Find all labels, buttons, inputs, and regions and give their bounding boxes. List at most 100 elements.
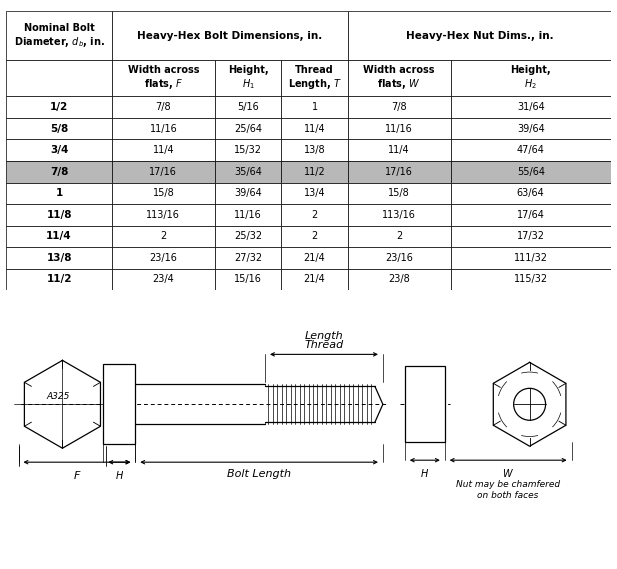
Bar [281, 118, 348, 139]
Text: 113/16: 113/16 [146, 210, 180, 220]
Text: on both faces: on both faces [478, 491, 539, 500]
Text: 7/8: 7/8 [50, 167, 68, 177]
Bar [215, 60, 281, 96]
Text: 1/2: 1/2 [50, 102, 68, 112]
Bar [215, 183, 281, 204]
Bar [215, 204, 281, 225]
Bar [112, 269, 215, 290]
Text: 13/8: 13/8 [46, 253, 72, 263]
Bar [450, 183, 611, 204]
Bar [348, 118, 450, 139]
Bar [6, 118, 112, 139]
Text: 23/8: 23/8 [388, 274, 410, 284]
Text: 39/64: 39/64 [517, 123, 545, 134]
Bar [6, 225, 112, 247]
Text: $F$: $F$ [73, 469, 81, 481]
Bar [348, 161, 450, 183]
Text: 47/64: 47/64 [517, 145, 545, 155]
Text: Height,
$H_2$: Height, $H_2$ [510, 65, 551, 91]
Bar [112, 118, 215, 139]
Bar [281, 139, 348, 161]
Text: 5/16: 5/16 [237, 102, 259, 112]
Bar [215, 247, 281, 269]
Bar [348, 204, 450, 225]
Text: 11/16: 11/16 [234, 210, 262, 220]
Text: 11/4: 11/4 [388, 145, 410, 155]
Bar [450, 161, 611, 183]
Bar [6, 161, 112, 183]
Text: 11/16: 11/16 [149, 123, 177, 134]
Bar [6, 96, 112, 118]
Text: 25/64: 25/64 [234, 123, 262, 134]
Text: Nominal Bolt
Diameter, $d_b$, in.: Nominal Bolt Diameter, $d_b$, in. [14, 23, 104, 49]
Text: 1: 1 [56, 188, 63, 199]
Bar [112, 139, 215, 161]
Bar [281, 60, 348, 96]
Bar [112, 161, 215, 183]
Bar [6, 60, 112, 96]
Text: $H$: $H$ [115, 469, 124, 481]
Text: 23/16: 23/16 [149, 253, 177, 263]
Bar [450, 60, 611, 96]
Text: 21/4: 21/4 [304, 253, 325, 263]
Text: Width across
flats, $F$: Width across flats, $F$ [128, 65, 199, 91]
Text: 3/4: 3/4 [50, 145, 68, 155]
Text: 13/8: 13/8 [304, 145, 325, 155]
Bar [348, 247, 450, 269]
Bar [450, 269, 611, 290]
Bar [112, 204, 215, 225]
Text: 11/2: 11/2 [46, 274, 72, 284]
Text: 15/8: 15/8 [388, 188, 410, 199]
Bar [281, 225, 348, 247]
Bar [450, 204, 611, 225]
Text: 11/4: 11/4 [152, 145, 174, 155]
Text: 2: 2 [312, 232, 318, 241]
Text: 27/32: 27/32 [234, 253, 262, 263]
Text: 55/64: 55/64 [516, 167, 545, 177]
Text: Height,
$H_1$: Height, $H_1$ [228, 65, 268, 91]
Bar [112, 96, 215, 118]
Bar [281, 247, 348, 269]
Text: 39/64: 39/64 [234, 188, 262, 199]
Bar [281, 269, 348, 290]
Text: A325: A325 [47, 392, 70, 401]
Bar [215, 139, 281, 161]
Text: 17/64: 17/64 [517, 210, 545, 220]
Text: 17/16: 17/16 [385, 167, 413, 177]
Bar [348, 139, 450, 161]
Text: Thread: Thread [304, 340, 344, 351]
Text: 2: 2 [396, 232, 402, 241]
Bar [6, 247, 112, 269]
Bar [215, 96, 281, 118]
Bar [112, 60, 215, 96]
Text: 7/8: 7/8 [155, 102, 171, 112]
Bar [281, 161, 348, 183]
Text: 63/64: 63/64 [517, 188, 545, 199]
Text: 15/8: 15/8 [152, 188, 174, 199]
Bar [6, 139, 112, 161]
Text: 15/16: 15/16 [234, 274, 262, 284]
Text: 15/32: 15/32 [234, 145, 262, 155]
Text: 11/16: 11/16 [386, 123, 413, 134]
Text: Nut may be chamfered: Nut may be chamfered [456, 480, 560, 489]
Bar [215, 269, 281, 290]
Bar [6, 183, 112, 204]
Text: Heavy-Hex Nut Dims., in.: Heavy-Hex Nut Dims., in. [405, 31, 553, 41]
Bar [281, 96, 348, 118]
Text: 111/32: 111/32 [514, 253, 548, 263]
Text: Thread
Length, $T$: Thread Length, $T$ [288, 65, 342, 91]
Bar [215, 161, 281, 183]
Bar [6, 204, 112, 225]
Text: 11/2: 11/2 [304, 167, 325, 177]
Text: 13/4: 13/4 [304, 188, 325, 199]
Text: 2: 2 [312, 210, 318, 220]
Bar [6, 269, 112, 290]
Text: 21/4: 21/4 [304, 274, 325, 284]
Text: 17/16: 17/16 [149, 167, 177, 177]
Text: 113/16: 113/16 [383, 210, 416, 220]
Bar [450, 225, 611, 247]
Text: 11/8: 11/8 [46, 210, 72, 220]
Text: Bolt Length: Bolt Length [227, 469, 291, 479]
Text: $H$: $H$ [420, 467, 429, 479]
Bar [450, 96, 611, 118]
